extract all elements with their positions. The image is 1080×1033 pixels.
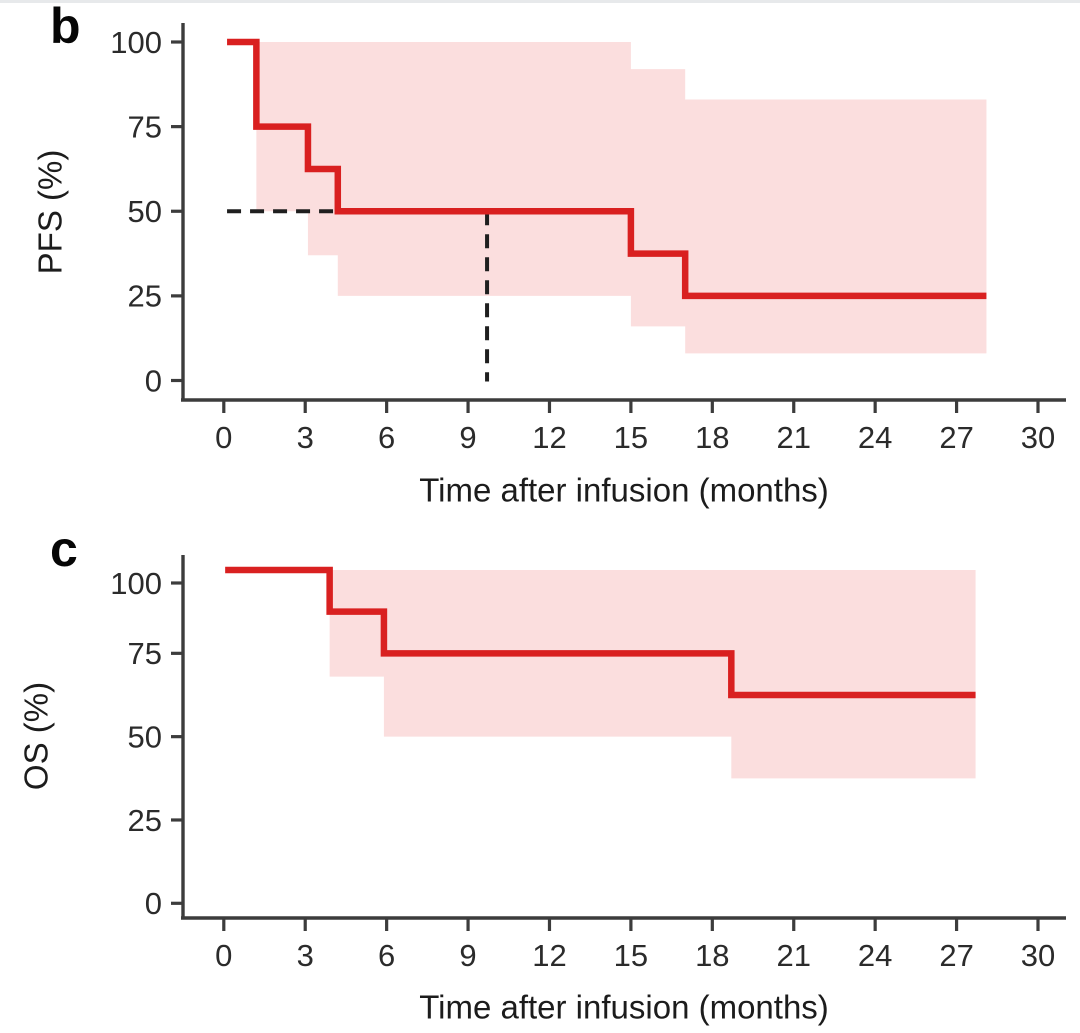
panel-label-b: b — [50, 0, 81, 54]
x-tick-label: 30 — [1021, 420, 1055, 455]
x-tick-label: 6 — [378, 938, 395, 973]
x-tick-label: 24 — [858, 938, 892, 973]
y-tick-label: 50 — [128, 194, 162, 229]
x-tick-label: 18 — [695, 938, 729, 973]
x-tick-label: 24 — [858, 420, 892, 455]
x-tick-label: 30 — [1021, 938, 1055, 973]
x-tick-label: 21 — [776, 420, 810, 455]
x-tick-label: 9 — [459, 938, 476, 973]
y-tick-label: 75 — [128, 636, 162, 671]
km-curve — [227, 38, 987, 300]
y-tick-label: 0 — [145, 886, 162, 921]
y-tick-label: 100 — [110, 566, 162, 601]
x-tick-label: 12 — [532, 420, 566, 455]
os-x-axis-label: Time after infusion (months) — [419, 989, 829, 1026]
km-panel-os: 100 75 50 25 0 0 3 6 9 12 15 18 21 24 27 30 — [110, 555, 1066, 973]
x-tick-label: 0 — [215, 938, 232, 973]
x-tick-label: 9 — [459, 420, 476, 455]
y-tick-label: 25 — [128, 279, 162, 314]
x-tick-label: 6 — [378, 420, 395, 455]
pfs-y-axis-label: PFS (%) — [32, 150, 69, 275]
x-tick-label: 27 — [939, 420, 973, 455]
y-tick-label: 25 — [128, 803, 162, 838]
panel-label-c: c — [50, 521, 78, 577]
x-tick-label: 15 — [614, 938, 648, 973]
x-tick-label: 3 — [297, 938, 314, 973]
pfs-x-axis-label: Time after infusion (months) — [419, 472, 829, 509]
x-tick-label: 3 — [297, 420, 314, 455]
y-tick-label: 75 — [128, 109, 162, 144]
x-tick-label: 0 — [215, 420, 232, 455]
x-tick-label: 12 — [532, 938, 566, 973]
top-border — [0, 0, 1080, 3]
y-tick-label: 100 — [110, 25, 162, 60]
os-y-axis-label: OS (%) — [18, 682, 55, 790]
x-tick-label: 15 — [614, 420, 648, 455]
y-tick-label: 50 — [128, 720, 162, 755]
x-tick-label: 21 — [776, 938, 810, 973]
y-tick-label: 0 — [145, 363, 162, 398]
x-tick-label: 27 — [939, 938, 973, 973]
x-tick-label: 18 — [695, 420, 729, 455]
km-curve — [225, 566, 976, 699]
km-panel-pfs: 100 75 50 25 0 0 3 6 9 12 15 18 21 24 27 30 — [110, 23, 1066, 455]
confidence-band — [329, 570, 976, 779]
confidence-band — [256, 42, 987, 354]
